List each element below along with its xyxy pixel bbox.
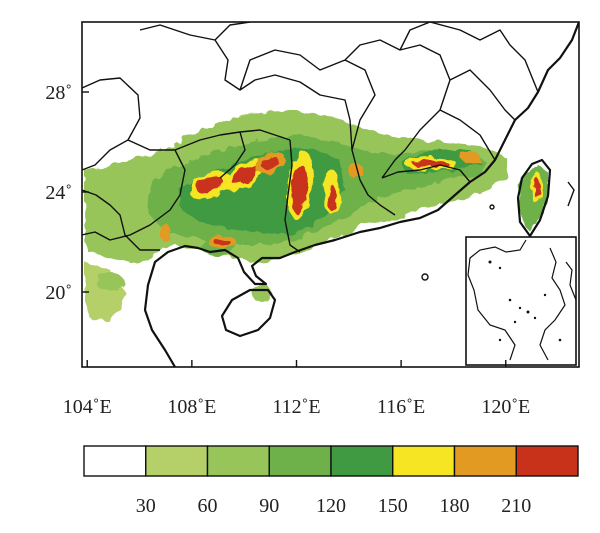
core-cell-7 bbox=[160, 223, 170, 241]
legend-swatch bbox=[453, 445, 517, 477]
rainfall-area-leizhou bbox=[96, 273, 124, 291]
legend-swatch bbox=[515, 445, 579, 477]
rainfall-cores bbox=[160, 151, 543, 249]
core-cell-2-center bbox=[231, 165, 259, 185]
coastline-hainan bbox=[220, 288, 277, 338]
core-cell-11 bbox=[347, 163, 363, 177]
x-tick-label: 108˚E bbox=[167, 396, 216, 418]
small-islands bbox=[421, 181, 575, 281]
legend-label: 60 bbox=[198, 495, 218, 517]
legend-label: 30 bbox=[136, 495, 156, 517]
x-axis: 104˚E 108˚E 112˚E 116˚E 120˚E bbox=[63, 360, 530, 418]
core-cell-6-center bbox=[214, 238, 230, 246]
legend-label: 210 bbox=[501, 495, 531, 517]
rainfall-area-hainan bbox=[250, 282, 275, 302]
y-axis: 20˚ 24˚ 28˚ bbox=[45, 82, 89, 304]
legend-label: 120 bbox=[316, 495, 346, 517]
inset-coastline bbox=[467, 239, 577, 361]
legend-colorbar: 30 60 90 120 150 180 210 bbox=[83, 445, 579, 517]
legend-swatch bbox=[268, 445, 332, 477]
core-cell-9 bbox=[461, 151, 479, 163]
y-tick-label: 24˚ bbox=[45, 182, 72, 204]
province-boundaries bbox=[82, 22, 539, 253]
inset-islands bbox=[488, 260, 562, 342]
boundaries bbox=[82, 22, 579, 367]
map-plot-area bbox=[82, 22, 579, 367]
coastline-mainland bbox=[143, 22, 579, 367]
legend-swatch bbox=[145, 445, 209, 477]
legend-swatch bbox=[206, 445, 270, 477]
legend-label: 90 bbox=[259, 495, 279, 517]
inset-map bbox=[465, 236, 577, 366]
core-cell-5-center bbox=[327, 185, 337, 211]
legend-swatch bbox=[83, 445, 147, 477]
x-tick-label: 120˚E bbox=[481, 396, 530, 418]
core-cell-4-center bbox=[292, 166, 308, 214]
x-tick-label: 112˚E bbox=[272, 396, 320, 418]
coastline-taiwan bbox=[516, 158, 552, 238]
core-cell-10-center bbox=[534, 178, 540, 198]
legend-swatch bbox=[330, 445, 394, 477]
core-cell-1-center bbox=[196, 176, 224, 194]
legend-swatch bbox=[392, 445, 456, 477]
x-tick-label: 116˚E bbox=[377, 396, 425, 418]
legend-label: 180 bbox=[440, 495, 470, 517]
legend-label: 150 bbox=[378, 495, 408, 517]
core-cell-3-center bbox=[261, 156, 279, 170]
x-tick-label: 104˚E bbox=[63, 396, 112, 418]
y-tick-label: 20˚ bbox=[45, 282, 72, 304]
map-frame bbox=[81, 21, 580, 368]
y-tick-label: 28˚ bbox=[45, 82, 72, 104]
inset-frame bbox=[465, 236, 577, 366]
